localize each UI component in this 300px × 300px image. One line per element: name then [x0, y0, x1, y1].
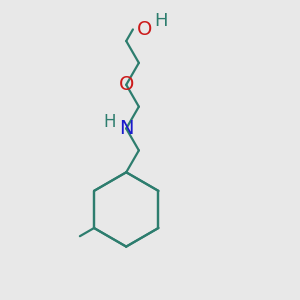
Text: O: O [137, 20, 153, 39]
Text: O: O [118, 75, 134, 94]
Text: N: N [119, 119, 134, 138]
Text: H: H [103, 113, 116, 131]
Text: H: H [154, 12, 168, 30]
